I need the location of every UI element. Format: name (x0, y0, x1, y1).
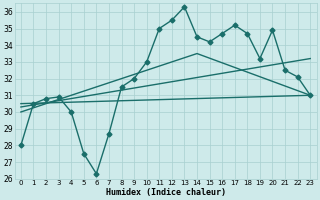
X-axis label: Humidex (Indice chaleur): Humidex (Indice chaleur) (106, 188, 226, 197)
